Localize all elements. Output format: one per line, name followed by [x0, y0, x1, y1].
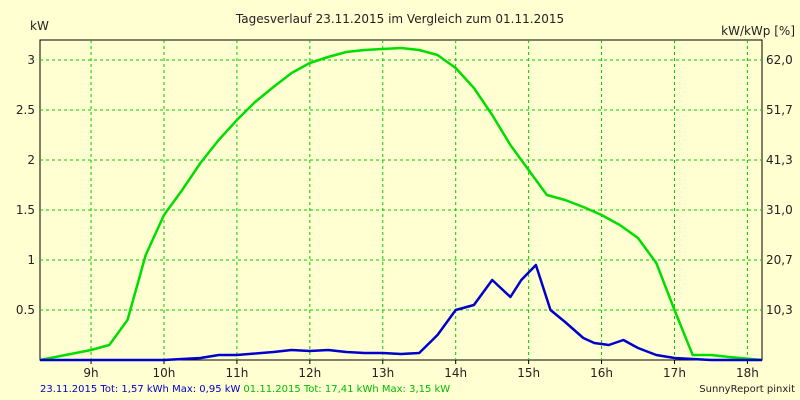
y-tick-label-left: 3 — [27, 53, 35, 67]
series-line-01-11-2015 — [39, 46, 763, 362]
x-tick-label: 10h — [153, 366, 176, 380]
y-axis-label-right: kW/kWp [%] — [721, 24, 795, 38]
y-tick-label-left: 1 — [27, 253, 35, 267]
y-axis-ticks-left: 0.5 1 1.5 2 2.5 3 — [16, 53, 35, 317]
plot-area — [39, 39, 763, 361]
grid — [40, 40, 762, 360]
x-tick-label: 9h — [83, 366, 98, 380]
series-line-23-11-2015 — [40, 263, 762, 362]
y-tick-label-right: 41,3 — [766, 153, 793, 167]
y-tick-label-right: 31,0 — [766, 203, 793, 217]
x-tick-label: 11h — [225, 366, 248, 380]
x-tick-label: 16h — [590, 366, 613, 380]
footer-summary: 23.11.2015 Tot: 1,57 kWh Max: 0,95 kW 01.… — [40, 384, 450, 395]
series-layer — [39, 46, 763, 362]
x-tick-label: 13h — [371, 366, 394, 380]
y-tick-label-right: 62,0 — [766, 53, 793, 67]
y-axis-label-left: kW — [30, 19, 49, 33]
y-tick-label-left: 2 — [27, 153, 35, 167]
y-axis-ticks-right: 10,3 20,7 31,0 41,3 51,7 62,0 — [766, 53, 793, 317]
y-tick-label-right: 10,3 — [766, 303, 793, 317]
x-tick-label: 17h — [663, 366, 686, 380]
y-tick-label-left: 0.5 — [16, 303, 35, 317]
x-tick-label: 14h — [444, 366, 467, 380]
chart-title: Tagesverlauf 23.11.2015 im Vergleich zum… — [235, 12, 564, 26]
x-tick-label: 18h — [736, 366, 759, 380]
y-tick-label-left: 1.5 — [16, 203, 35, 217]
x-tick-label: 12h — [298, 366, 321, 380]
y-tick-label-left: 2.5 — [16, 103, 35, 117]
x-axis-ticks: 9h 10h 11h 12h 13h 14h 15h 16h 17h 18h — [83, 360, 759, 380]
footer-blue-series: 23.11.2015 Tot: 1,57 kWh Max: 0,95 kW — [40, 384, 241, 395]
footer-credit: SunnyReport pinxit — [699, 384, 795, 395]
footer-green-series: 01.11.2015 Tot: 17,41 kWh Max: 3,15 kW — [243, 384, 450, 395]
y-tick-label-right: 51,7 — [766, 103, 793, 117]
y-tick-label-right: 20,7 — [766, 253, 793, 267]
x-tick-label: 15h — [517, 366, 540, 380]
